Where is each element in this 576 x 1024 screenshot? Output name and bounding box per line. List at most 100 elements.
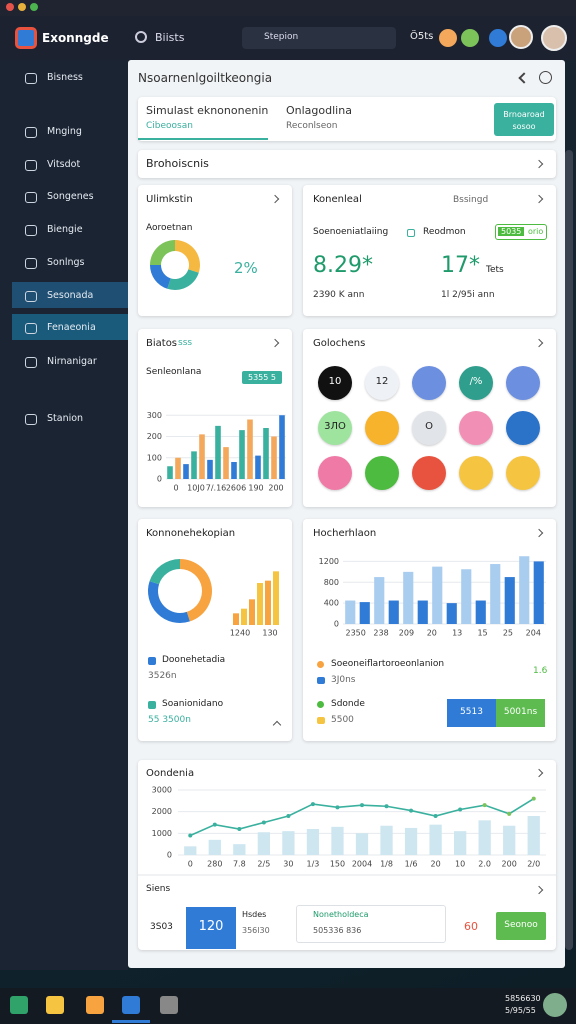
color-swatch[interactable] (459, 456, 493, 490)
toggle[interactable]: 5035 orio (495, 224, 547, 240)
window-dot[interactable] (6, 3, 14, 11)
taskbar-app[interactable] (160, 996, 178, 1014)
x-tick-label: 10 (455, 860, 465, 869)
line-point (310, 802, 315, 807)
item-icon (148, 701, 156, 709)
bar (380, 825, 393, 855)
avatar[interactable] (509, 25, 533, 49)
chevron[interactable] (534, 159, 544, 169)
window-dot[interactable] (30, 3, 38, 11)
card: Oondenia 0 1000 2000 3000 0 280 7.8 2/5 30 1/3 150 2… (138, 760, 556, 950)
donut-slice (167, 269, 199, 290)
tab-title[interactable]: Onlagodlina (286, 104, 352, 117)
chevron[interactable] (534, 194, 544, 204)
bar (359, 602, 370, 624)
status-icon[interactable] (489, 29, 507, 47)
sidebar-icon (25, 127, 37, 138)
color-swatch[interactable]: 3ЛO (318, 411, 352, 445)
bar (191, 451, 197, 479)
sidebar-item[interactable]: Biengie (47, 224, 83, 235)
bar (175, 457, 181, 479)
dropdown-text: Stepion (264, 32, 299, 42)
value-box[interactable]: 120 (186, 907, 236, 949)
color-swatch[interactable] (412, 366, 446, 400)
x-tick-label: 2/0 (527, 860, 540, 869)
color-swatch[interactable]: 12 (365, 366, 399, 400)
color-swatch[interactable] (365, 411, 399, 445)
taskbar-app[interactable] (86, 996, 104, 1014)
taskbar-app[interactable] (10, 996, 28, 1014)
x-tick-label: 209 (399, 629, 414, 638)
donut-slice (148, 581, 190, 623)
line-point (360, 803, 364, 808)
x-tick-label: 150 (330, 860, 345, 869)
tab-title[interactable]: Simulast eknononenin (146, 104, 269, 117)
avatar[interactable] (541, 25, 567, 51)
color-swatch[interactable] (412, 456, 446, 490)
card: Konnonehekopian 1240 130 Doonehetadia 3526n S… (138, 519, 292, 741)
card-link[interactable]: Bssingd (453, 195, 489, 205)
dropdown[interactable]: Stepion (242, 27, 396, 49)
x-tick-label: 1/3 (306, 860, 319, 869)
info-icon[interactable] (539, 71, 552, 84)
color-swatch[interactable] (506, 456, 540, 490)
color-swatch[interactable] (506, 366, 540, 400)
legend-title: Sdonde (331, 699, 365, 709)
color-swatch[interactable]: /% (459, 366, 493, 400)
status-icon[interactable] (461, 29, 479, 47)
color-swatch[interactable] (318, 456, 352, 490)
sidebar-item[interactable]: Vitsdot (47, 159, 81, 170)
bar (306, 829, 320, 855)
line-point (286, 814, 291, 818)
color-swatch[interactable]: O (412, 411, 446, 445)
color-swatch[interactable] (365, 456, 399, 490)
tab-sub[interactable]: Cibeoosan (146, 121, 193, 131)
x-tick-label: 0 (188, 860, 193, 869)
sidebar-item[interactable]: Songenes (47, 191, 94, 202)
sidebar-item[interactable]: Bisness (47, 72, 83, 83)
x-tick-label: 2.0 (478, 860, 491, 869)
swatch-label: 3ЛO (324, 421, 346, 432)
x-tick-label: 20 (427, 629, 437, 638)
bar (282, 831, 295, 855)
action-button[interactable]: 5513 (447, 699, 496, 727)
window-dot[interactable] (18, 3, 26, 11)
line-point (433, 814, 438, 818)
sidebar-item[interactable]: Mnging (47, 126, 82, 137)
x-tick-label: 2/5 (257, 860, 270, 869)
y-tick-label: 300 (147, 411, 162, 420)
card: Ulimkstin Aoroetnan 2% (138, 185, 292, 316)
action-button[interactable]: 5001ns (496, 699, 545, 727)
sidebar-item[interactable]: Sesonada (47, 290, 94, 301)
taskbar-app[interactable] (46, 996, 64, 1014)
card-label: Senleonlana (146, 367, 202, 377)
x-tick-label: 7.8 (233, 860, 246, 869)
item-sub: 55 3500n (148, 715, 191, 725)
input-field[interactable]: Nonetholdeca 505336 836 (296, 905, 446, 943)
box-sub: 356l30 (242, 926, 270, 935)
x-tick-label: 2606 (226, 484, 246, 493)
color-swatch[interactable] (459, 411, 493, 445)
sidebar-item[interactable]: Nirnanigar (47, 356, 97, 367)
legend-sub: 3J0ns (331, 675, 356, 685)
donut-slice (180, 559, 212, 622)
chevron[interactable] (534, 338, 544, 348)
taskbar-app[interactable] (122, 996, 140, 1014)
color-swatch[interactable]: 10 (318, 366, 352, 400)
y-tick-label: 0 (167, 851, 172, 860)
sidebar-item[interactable]: Sonlngs (47, 257, 85, 268)
taskbar-avatar[interactable] (543, 993, 567, 1017)
tab-sub[interactable]: Reconlseon (286, 121, 338, 131)
submit-button[interactable]: Seonoo (496, 912, 546, 940)
line-point (384, 804, 389, 809)
status-icon[interactable] (439, 29, 457, 47)
search-icon[interactable] (135, 31, 147, 43)
card-value: 2% (234, 259, 258, 277)
tab-button[interactable]: Brnoaroad sosoo (494, 103, 554, 136)
sidebar-item[interactable]: Fenaeonia (47, 322, 96, 333)
color-swatch[interactable] (506, 411, 540, 445)
metric-sub: 1l 2/95i ann (441, 290, 495, 300)
checkbox[interactable] (407, 229, 415, 237)
clock-time: 5856630 (505, 994, 541, 1003)
sidebar-item[interactable]: Stanion (47, 413, 84, 424)
